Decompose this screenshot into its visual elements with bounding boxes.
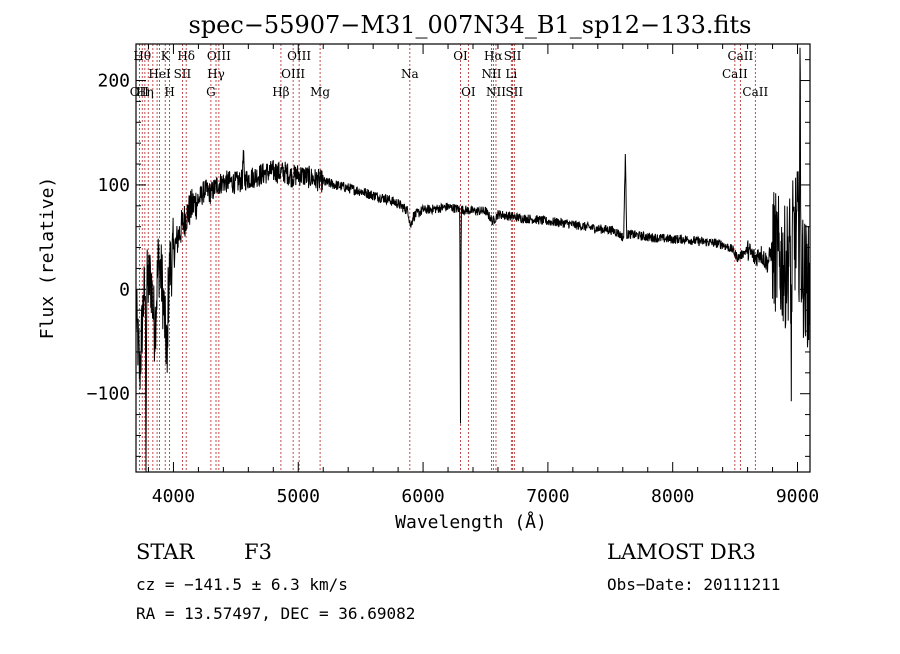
x-tick-label: 4000: [152, 486, 195, 507]
line-label: NII: [486, 85, 506, 99]
line-label: CaII: [727, 49, 753, 63]
line-label: Hβ: [272, 85, 289, 99]
spectral-line-labels: OIIHθHηHeIKHSIIHδGHγOIIIHβOIIIOIIIMgNaOI…: [130, 49, 769, 99]
object-subclass: F3: [244, 540, 272, 564]
line-label: SII: [504, 49, 522, 63]
chart-title: spec−55907−M31_007N34_B1_sp12−133.fits: [189, 11, 752, 39]
plot-frame: [135, 43, 811, 473]
observation-date: Obs−Date: 20111211: [607, 575, 780, 594]
line-label: Hγ: [207, 67, 225, 81]
line-label: CaII: [742, 85, 768, 99]
line-label: Li: [505, 67, 517, 81]
x-axis-label: Wavelength (Å): [395, 511, 547, 533]
line-label: OIII: [281, 67, 305, 81]
line-label: SII: [505, 85, 523, 99]
x-axis-ticks: 4000 5000 6000 7000 8000 9000: [147, 44, 819, 507]
y-axis-ticks: −100 0 100 200: [87, 59, 810, 457]
line-label: OI: [453, 49, 468, 63]
line-label: OII: [130, 85, 150, 99]
ra-dec-coordinates: RA = 13.57497, DEC = 36.69082: [136, 604, 415, 623]
line-label: OIII: [287, 49, 311, 63]
line-label: Na: [401, 67, 419, 81]
y-tick-label: 200: [97, 71, 130, 92]
spectrum-line: [135, 47, 811, 473]
line-label: OI: [461, 85, 476, 99]
line-label: CaII: [722, 67, 748, 81]
line-label: Mg: [310, 85, 330, 99]
object-class: STAR: [136, 540, 195, 564]
line-label: Hα: [484, 49, 503, 63]
y-tick-label: 0: [119, 279, 130, 300]
x-tick-label: 5000: [277, 486, 320, 507]
line-label: K: [161, 49, 171, 63]
line-label: H: [164, 85, 174, 99]
x-tick-label: 9000: [776, 486, 819, 507]
y-tick-label: 100: [97, 175, 130, 196]
line-label: G: [206, 85, 216, 99]
line-label: Hη: [136, 85, 154, 99]
y-tick-label: −100: [87, 384, 130, 405]
spectral-line-markers: [138, 44, 756, 472]
x-tick-label: 6000: [401, 486, 444, 507]
y-axis-label: Flux (relative): [37, 177, 58, 340]
survey-name: LAMOST DR3: [607, 540, 756, 564]
x-tick-label: 8000: [651, 486, 694, 507]
x-tick-label: 7000: [526, 486, 569, 507]
redshift-velocity: cz = −141.5 ± 6.3 km/s: [136, 575, 348, 594]
line-label: NII: [481, 67, 501, 81]
line-label: OIII: [207, 49, 231, 63]
line-label: HeI: [148, 67, 171, 81]
line-label: SII: [174, 67, 192, 81]
line-label: Hδ: [177, 49, 195, 63]
